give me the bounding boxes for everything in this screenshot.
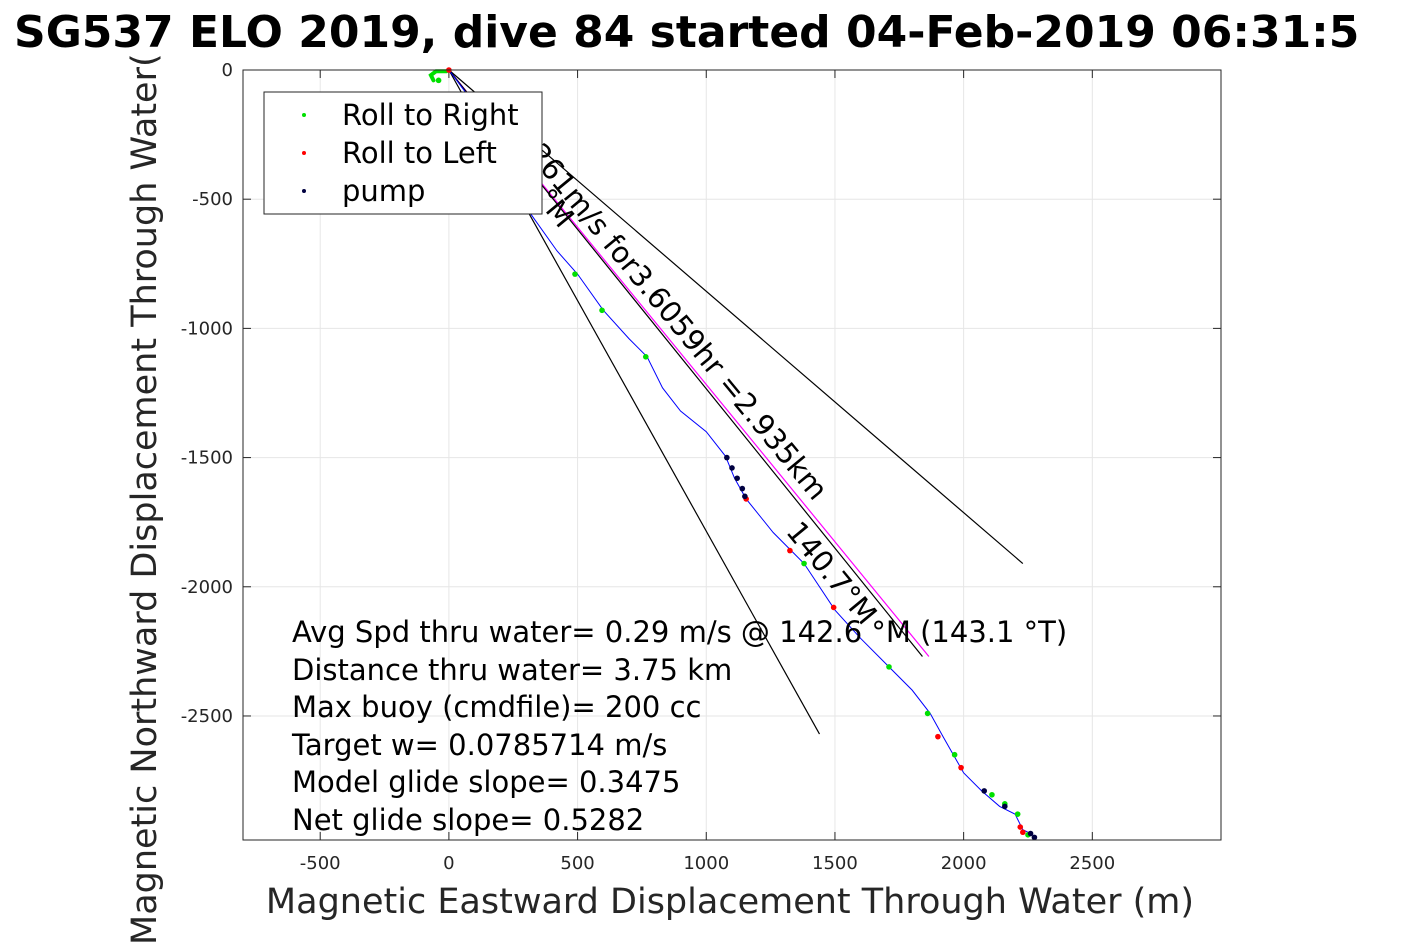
markers-group: [435, 67, 1038, 841]
marker-pump: [742, 493, 748, 500]
marker-roll-right: [801, 560, 807, 567]
line-envelope-right: [448, 69, 1024, 564]
marker-pump: [1002, 803, 1008, 810]
distance-text: Distance thru water= 3.75 km: [292, 653, 732, 687]
legend-roll-right-label: Roll to Right: [342, 98, 519, 132]
max-buoy-text: Max buoy (cmdfile)= 200 cc: [292, 690, 701, 724]
y-tick-label: 0: [222, 60, 233, 81]
marker-roll-right: [989, 791, 995, 798]
legend-roll-right-marker: [302, 113, 306, 117]
marker-roll-left: [830, 604, 837, 611]
marker-pump: [1031, 834, 1038, 841]
legend-box: [263, 91, 543, 215]
x-tick-label: 500: [560, 853, 594, 874]
marker-pump: [739, 485, 746, 492]
x-tick-label: 1500: [812, 853, 858, 874]
net-glide-slope-text: Net glide slope= 0.5282: [292, 803, 644, 837]
marker-roll-left: [958, 764, 964, 771]
marker-roll-left: [1020, 829, 1026, 836]
marker-pump: [981, 788, 988, 794]
marker-roll-right: [642, 354, 649, 360]
x-tick-label: 0: [443, 853, 454, 874]
marker-roll-right: [572, 271, 578, 277]
x-tick-label: 2500: [1069, 853, 1115, 874]
x-tick-label: 1000: [683, 853, 729, 874]
marker-roll-right: [435, 77, 442, 84]
marker-roll-right: [951, 751, 958, 758]
x-axis-label: Magnetic Eastward Displacement Through W…: [266, 882, 1194, 922]
axis-tick-labels: -500 0 500 1000 1500 2000 2500 0 -500 -1000 -1500 -…: [181, 60, 1116, 874]
x-tick-label: 2000: [941, 853, 987, 874]
legend-pump-marker: [302, 189, 306, 193]
marker-pump: [729, 465, 735, 471]
x-tick-label: -500: [300, 853, 341, 874]
model-glide-slope-text: Model glide slope= 0.3475: [292, 765, 680, 799]
y-tick-label: -500: [192, 189, 233, 210]
marker-roll-right: [886, 664, 892, 670]
marker-roll-left: [935, 733, 941, 740]
legend-roll-left-label: Roll to Left: [342, 136, 497, 170]
avg-speed-text: Avg Spd thru water= 0.29 m/s @ 142.6 °M …: [292, 615, 1067, 649]
marker-pump: [724, 454, 730, 461]
chart-title: SG537 ELO 2019, dive 84 started 04-Feb-2…: [14, 7, 1359, 58]
marker-roll-left: [787, 547, 793, 554]
marker-roll-right: [599, 307, 605, 314]
y-tick-label: -1500: [181, 448, 233, 469]
legend-roll-left-marker: [302, 151, 306, 155]
y-tick-label: -2000: [181, 577, 233, 598]
legend-pump-label: pump: [342, 174, 425, 208]
target-w-text: Target w= 0.0785714 m/s: [291, 728, 667, 762]
y-tick-label: -1000: [181, 318, 233, 339]
plot-area-border: [242, 69, 1222, 841]
y-axis-label: Magnetic Northward Displacement Through …: [125, 53, 165, 945]
marker-pump: [734, 475, 740, 482]
marker-roll-right: [1014, 811, 1021, 817]
stats-annotation: Avg Spd thru water= 0.29 m/s @ 142.6 °M …: [291, 615, 1067, 837]
y-tick-label: -2500: [181, 706, 233, 727]
marker-roll-right: [924, 710, 931, 717]
marker-roll-left: [1017, 824, 1024, 830]
marker-pump: [1027, 830, 1034, 837]
legend: Roll to Right Roll to Left pump: [263, 91, 543, 215]
